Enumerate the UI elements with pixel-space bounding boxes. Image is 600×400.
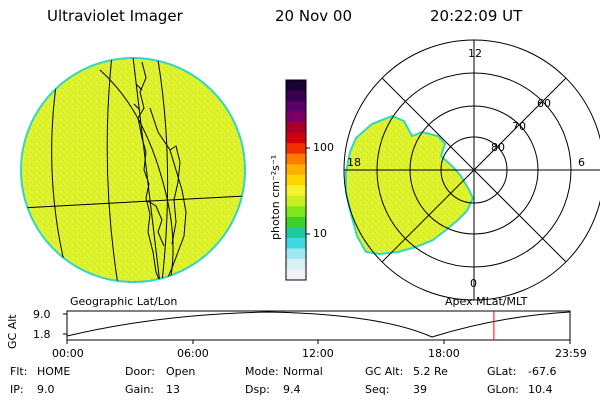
colorbar-unit-label: photon cm⁻²s⁻¹ [269,154,282,240]
colorbar-gradient [286,80,306,281]
colorbar-band [286,258,306,270]
polar-diagonal-2 [381,77,567,263]
mlt-label-12: 12 [468,47,482,60]
colorbar-band [286,185,306,197]
status-ip-value: 9.0 [37,383,55,396]
status-gain-label: Gain: [125,383,154,396]
altitude-xtick-label-24: 23:59 [555,347,587,360]
time-label: 20:22:09 UT [430,7,523,25]
colorbar-band [286,101,306,113]
colorbar-label-10: 10 [313,227,327,240]
colorbar-band [286,143,306,155]
colorbar-band [286,206,306,218]
colorbar-band [286,122,306,134]
status-gcalt-value: 5.2 Re [413,365,448,378]
status-ip-label: IP: [10,383,24,396]
mlt-label-6: 6 [578,156,585,169]
status-flt-label: Flt: [10,365,28,378]
status-dsp-value: 9.4 [283,383,301,396]
altitude-xtick-label-6: 06:00 [177,347,209,360]
altitude-ylabel: GC Alt [6,314,19,349]
colorbar-frame [285,79,307,281]
colorbar-band [286,248,306,260]
geographic-image [20,57,246,283]
status-mode-value: Normal [283,365,323,378]
mlt-label-0: 0 [470,277,477,290]
colorbar-band [286,174,306,186]
altitude-ytick-label-high: 9.0 [33,308,51,321]
altitude-curve [66,311,571,338]
status-seq-label: Seq: [365,383,390,396]
aurora-image [345,114,475,256]
coastline [133,61,187,282]
altitude-xtick-label-18: 18:00 [428,347,460,360]
status-seq-value: 39 [413,383,427,396]
colorbar-band [286,216,306,228]
status-flt-value: HOME [37,365,71,378]
status-gain-value: 13 [166,383,180,396]
earth-disk [20,57,246,283]
colorbar-band [286,132,306,144]
colorbar-band [286,153,306,165]
colorbar-band [286,227,306,239]
altitude-frame [66,310,571,341]
mlt-label-18: 18 [347,156,361,169]
colorbar-label-100: 100 [313,141,334,154]
status-door-label: Door: [125,365,155,378]
colorbar [285,79,310,281]
colorbar-band [286,80,306,92]
altitude-xtick-label-12: 12:00 [302,347,334,360]
mlat-label-70: 70 [512,120,526,133]
status-dsp-label: Dsp: [245,383,270,396]
status-gcalt-label: GC Alt: [365,365,404,378]
date-label: 20 Nov 00 [275,7,352,25]
colorbar-band [286,237,306,249]
colorbar-band [286,269,306,281]
polar-panel-label: Apex MLat/MLT [445,295,528,308]
mlat-label-80: 80 [491,141,505,154]
instrument-title: Ultraviolet Imager [47,7,183,25]
colorbar-band [286,90,306,102]
polar-plot [343,39,600,301]
status-mode-label: Mode: [245,365,279,378]
colorbar-band [286,111,306,123]
altitude-plot [63,310,571,344]
status-glon-label: GLon: [487,383,519,396]
geographic-panel-label: Geographic Lat/Lon [70,295,178,308]
status-glat-label: GLat: [487,365,517,378]
status-glat-value: -67.6 [528,365,557,378]
status-door-value: Open [166,365,196,378]
altitude-xtick-label-0: 00:00 [52,347,84,360]
colorbar-band [286,164,306,176]
altitude-ytick-label-low: 1.8 [33,328,51,341]
mlat-label-60: 60 [537,97,551,110]
colorbar-band [286,195,306,207]
status-glon-value: 10.4 [528,383,553,396]
